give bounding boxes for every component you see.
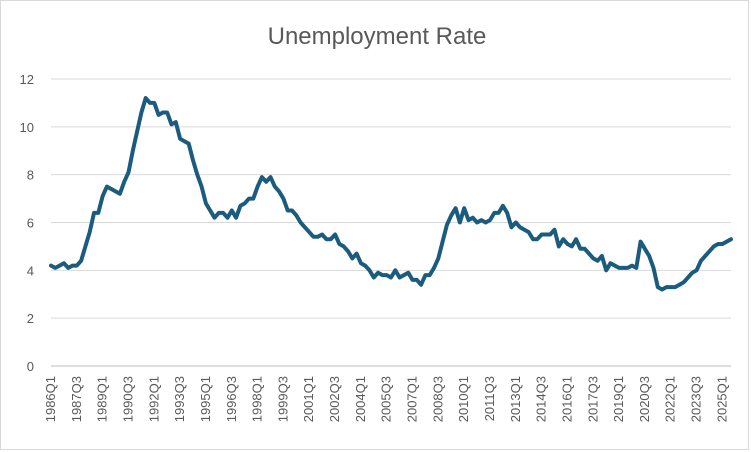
x-tick-label: 2005Q3 — [379, 376, 394, 422]
x-tick-label: 1990Q3 — [120, 376, 135, 422]
x-tick-label: 2011Q3 — [482, 376, 497, 421]
y-tick-label: 2 — [27, 311, 34, 326]
x-tick-label: 2007Q1 — [405, 376, 420, 422]
y-tick-label: 4 — [27, 263, 34, 278]
series-group — [49, 96, 733, 292]
x-tick-label: 1996Q3 — [224, 376, 239, 422]
x-tick-label: 2001Q1 — [301, 376, 316, 422]
y-tick-label: 10 — [20, 120, 34, 135]
x-tick-label: 2016Q1 — [559, 376, 574, 422]
y-tick-label: 6 — [27, 216, 34, 231]
x-tick-label: 1999Q3 — [275, 376, 290, 422]
y-tick-label: 8 — [27, 168, 34, 183]
x-tick-label: 2004Q1 — [353, 376, 368, 422]
x-tick-label: 2025Q1 — [714, 376, 729, 422]
x-tick-label: 2023Q3 — [689, 376, 704, 422]
gridlines — [51, 78, 731, 319]
unemployment-rate-line — [49, 96, 733, 292]
chart-title: Unemployment Rate — [268, 23, 487, 50]
x-tick-label: 2008Q3 — [430, 376, 445, 422]
x-axis-tick-labels: 1986Q1 1987Q3 1989Q1 1990Q3 1992Q1 1993Q3 1995… — [43, 376, 729, 422]
x-tick-label: 1993Q3 — [172, 376, 187, 422]
x-tick-label: 2019Q1 — [611, 376, 626, 422]
y-tick-label: 12 — [20, 72, 34, 87]
y-axis-tick-labels: 0 2 4 6 8 10 12 — [20, 72, 34, 374]
x-tick-label: 2020Q3 — [637, 376, 652, 422]
x-tick-label: 1989Q1 — [95, 376, 110, 422]
x-tick-label: 2010Q1 — [456, 376, 471, 422]
x-tick-label: 1987Q3 — [69, 376, 84, 422]
x-tick-label: 2014Q3 — [534, 376, 549, 422]
x-tick-label: 2022Q1 — [663, 376, 678, 422]
x-tick-label: 1998Q1 — [250, 376, 265, 422]
x-tick-label: 1995Q1 — [198, 376, 213, 422]
x-tick-label: 2002Q3 — [327, 376, 342, 422]
x-tick-label: 1992Q1 — [146, 376, 161, 422]
x-tick-label: 2013Q1 — [508, 376, 523, 422]
x-tick-label: 1986Q1 — [43, 376, 58, 422]
y-tick-label: 0 — [27, 359, 34, 374]
x-tick-label: 2017Q3 — [585, 376, 600, 422]
